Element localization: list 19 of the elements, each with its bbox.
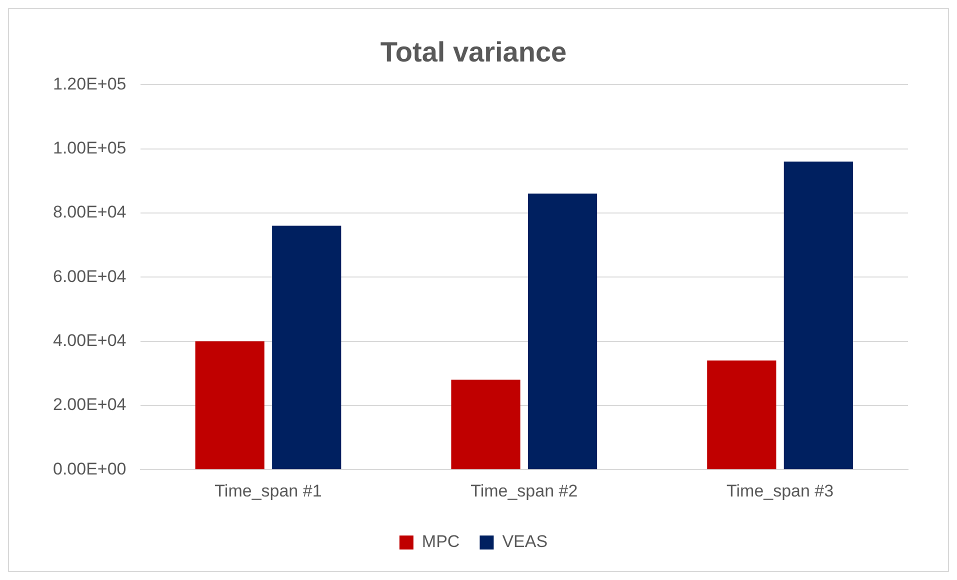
y-tick-label: 8.00E+04 (52, 202, 126, 222)
x-tick-label: Time_span #2 (470, 481, 578, 500)
y-tick-label: 0.00E+00 (52, 459, 126, 478)
y-tick-label: 4.00E+04 (52, 330, 126, 350)
y-tick-label: 1.00E+05 (52, 138, 126, 158)
y-tick-label: 2.00E+04 (52, 395, 126, 414)
y-tick-label: 6.00E+04 (52, 266, 126, 286)
legend-label: VEAS (502, 532, 548, 552)
legend-label: MPC (422, 532, 460, 552)
bar (451, 380, 520, 470)
bar (707, 360, 776, 470)
x-tick-label: Time_span #3 (726, 481, 834, 500)
chart-title: Total variance (380, 36, 567, 68)
bar (528, 194, 598, 470)
bar (195, 341, 264, 470)
y-tick-label: 1.20E+05 (52, 74, 126, 94)
bar (272, 226, 342, 470)
bar (784, 162, 853, 470)
x-tick-label: Time_span #1 (214, 481, 322, 500)
